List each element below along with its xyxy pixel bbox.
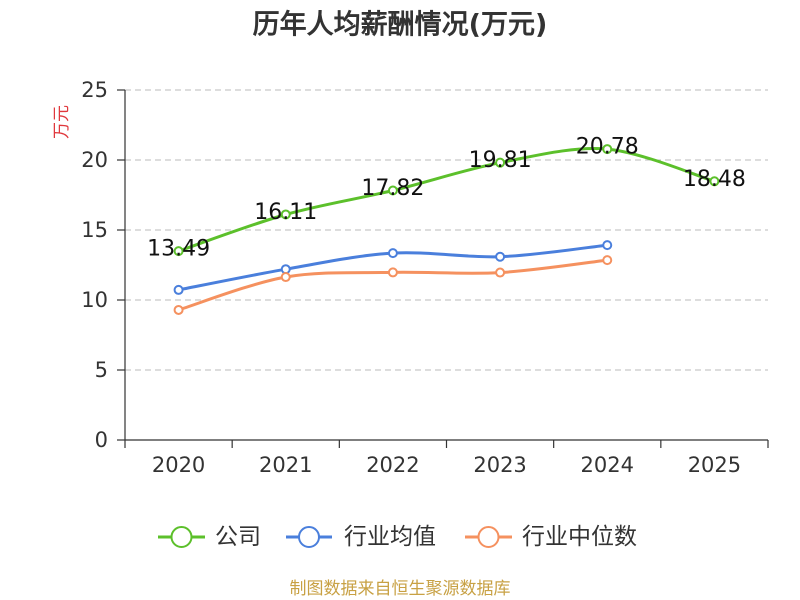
chart-title: 历年人均薪酬情况(万元) (253, 9, 548, 41)
data-point (173, 304, 184, 315)
data-label: 16.11 (254, 200, 317, 225)
data-point (495, 267, 506, 278)
legend-label-industry-median: 行业中位数 (522, 524, 637, 550)
series-line-0 (177, 147, 716, 253)
y-tick-label: 25 (81, 78, 108, 102)
legend-circle-icon (298, 526, 320, 548)
data-label: 18.48 (683, 167, 746, 192)
x-tick-label: 2022 (366, 453, 419, 477)
data-point (602, 240, 613, 251)
x-tick-label: 2024 (581, 453, 634, 477)
y-tick-label: 10 (81, 288, 108, 312)
y-tick-label: 0 (95, 428, 108, 452)
legend: 公司 行业均值 行业中位数 (158, 524, 637, 550)
data-point (495, 157, 506, 168)
y-tick-label: 5 (95, 358, 108, 382)
data-point (280, 272, 291, 283)
legend-label-industry-mean: 行业均值 (344, 524, 436, 550)
data-label: 13.49 (147, 237, 210, 262)
data-point (602, 255, 613, 266)
x-tick-label: 2020 (152, 453, 205, 477)
legend-item-industry-mean[interactable]: 行业均值 (286, 524, 436, 550)
data-point (495, 251, 506, 262)
data-labels: 13.49 16.11 17.82 19.81 20.78 18.48 (147, 135, 746, 262)
y-axis-label: 万元 (52, 105, 72, 139)
x-tick-label: 2025 (688, 453, 741, 477)
x-tick-label: 2021 (259, 453, 312, 477)
y-tick-label: 15 (81, 218, 108, 242)
grid-lines (125, 89, 768, 371)
data-point (387, 185, 398, 196)
legend-label-company: 公司 (215, 524, 261, 550)
series-lines (177, 147, 716, 312)
y-tick-label: 20 (81, 148, 108, 172)
data-point (280, 209, 291, 220)
data-point (709, 176, 720, 187)
legend-circle-icon (477, 526, 500, 548)
data-label: 17.82 (361, 176, 424, 201)
data-point (173, 246, 184, 257)
series-points (173, 144, 720, 315)
data-label: 20.78 (576, 135, 639, 160)
data-point (602, 144, 613, 155)
data-point (387, 267, 398, 278)
legend-circle-icon (170, 526, 193, 548)
data-point (173, 284, 184, 295)
data-point (387, 248, 398, 259)
legend-item-company[interactable]: 公司 (158, 524, 261, 550)
data-point (280, 264, 291, 275)
data-label: 19.81 (469, 148, 532, 173)
legend-item-industry-median[interactable]: 行业中位数 (465, 524, 637, 550)
x-tick-label: 2023 (473, 453, 526, 477)
data-source-footer: 制图数据来自恒生聚源数据库 (290, 579, 511, 599)
